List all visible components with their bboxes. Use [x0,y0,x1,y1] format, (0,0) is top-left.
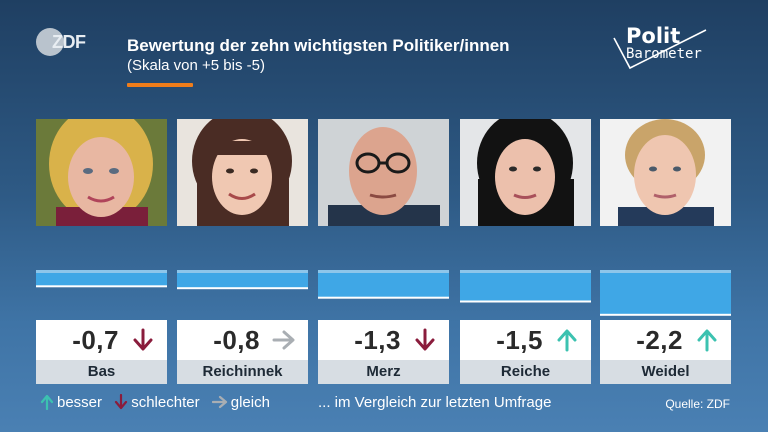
arrow-down-icon [115,394,128,410]
category-label-bas: Bas [36,360,167,384]
title-accent-line [127,83,193,87]
arrow-down-icon [133,328,153,351]
bar-end-reiche [460,300,591,303]
value-box-merz: -1,3 [318,320,449,360]
bar-end-reichinnek [177,287,308,290]
legend: besser schlechter gleich [40,394,278,411]
arrow-up-icon [40,394,54,410]
bar-bas [36,273,167,287]
politbarometer-logo-line2: Barometer [626,46,702,62]
legend-label-better: besser [57,394,103,411]
zdf-logo: ZDF [36,28,92,58]
comparison-note: ... im Vergleich zur letzten Umfrage [318,394,552,411]
value-label-bas: -0,7 [72,325,119,355]
source-label: Quelle: ZDF [665,397,730,411]
bar-baseline-bas [36,270,167,273]
value-label-weidel: -2,2 [636,325,683,355]
portrait-reichinnek [177,119,308,226]
trend-arrow-down [133,328,153,351]
bar-reiche [460,273,591,302]
trend-arrow-down [415,328,435,351]
bar-end-bas [36,285,167,288]
category-label-merz: Merz [318,360,449,384]
value-box-weidel: -2,2 [600,320,731,360]
chart-title: Bewertung der zehn wichtigsten Politiker… [127,36,510,55]
portrait-weidel [600,119,731,226]
bar-baseline-reichinnek [177,270,308,273]
category-label-reichinnek: Reichinnek [177,360,308,384]
arrow-up-icon [697,329,717,352]
portrait-merz [318,119,449,226]
trend-arrow-up [697,329,717,352]
value-label-reichinnek: -0,8 [213,325,260,355]
zdf-logo-ring [36,28,64,56]
portrait-reiche [460,119,591,226]
bar-baseline-reiche [460,270,591,273]
bar-weidel [600,273,731,315]
arrow-down-icon [415,328,435,351]
bar-end-merz [318,296,449,299]
value-label-merz: -1,3 [354,325,401,355]
legend-label-same: gleich [230,394,270,411]
politbarometer-logo-line1: Polit [626,24,681,48]
legend-item-same: gleich [211,394,270,411]
category-label-weidel: Weidel [600,360,731,384]
politbarometer-logo: Polit Barometer [608,24,720,72]
portrait-bas [36,119,167,226]
arrow-right-icon [272,330,295,350]
legend-item-better: besser [40,394,102,411]
chart-subtitle: (Skala von +5 bis -5) [127,57,265,74]
trend-arrow-up [557,329,577,352]
value-box-bas: -0,7 [36,320,167,360]
arrow-up-icon [557,329,577,352]
bar-baseline-weidel [600,270,731,273]
bar-end-weidel [600,313,731,316]
arrow-right-icon [211,395,227,409]
value-box-reiche: -1,5 [460,320,591,360]
bar-reichinnek [177,273,308,289]
trend-arrow-same [272,330,295,350]
zdf-logo-text: ZDF [52,32,86,52]
value-label-reiche: -1,5 [496,325,543,355]
bar-baseline-merz [318,270,449,273]
legend-item-worse: schlechter [114,394,200,411]
politbarometer-check-icon [613,29,707,70]
category-label-reiche: Reiche [460,360,591,384]
legend-label-worse: schlechter [131,394,200,411]
value-box-reichinnek: -0,8 [177,320,308,360]
bar-merz [318,273,449,298]
